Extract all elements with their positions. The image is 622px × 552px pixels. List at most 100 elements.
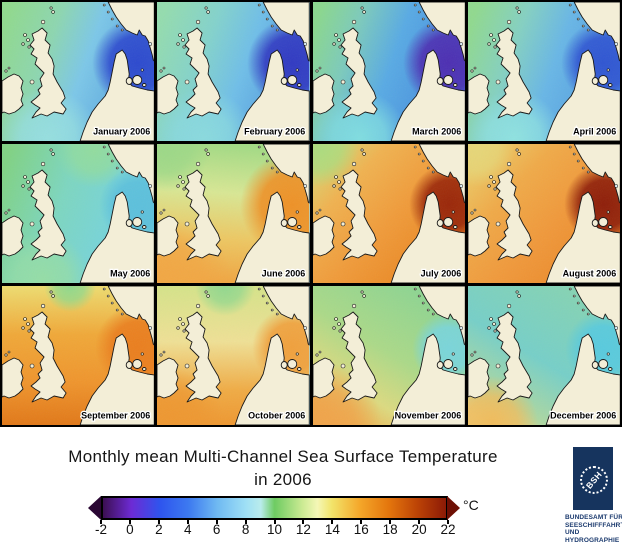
colorbar-tick-mark [302,520,305,524]
colorbar-tick-label: 8 [241,522,250,537]
small-island [295,352,299,356]
map-panel-august: August 2006 [467,144,620,283]
small-island [196,19,201,25]
small-island [102,287,106,291]
denmark-continental-coast [545,333,620,425]
colorbar-tick-label: 0 [126,522,134,537]
small-island [493,329,497,333]
small-island [568,287,572,291]
small-island [426,308,429,312]
small-island [27,329,31,333]
danish-island [287,75,298,85]
lake [614,184,618,188]
colorbar-tick-mark [447,520,449,524]
map-panel-january: January 2006 [2,2,155,141]
small-island [568,3,572,7]
norway-sweden-coast [262,286,310,346]
small-island [315,353,319,357]
danish-island [141,83,147,87]
small-island [431,170,434,174]
small-island [421,17,424,21]
small-island [29,363,35,369]
small-island [333,33,338,37]
lake [148,42,152,46]
small-island [572,294,576,298]
ireland [157,73,179,115]
danish-island [125,361,133,369]
small-island [336,38,341,42]
ireland [157,357,179,399]
danish-island [591,77,599,85]
small-island [115,308,119,312]
small-island [413,145,416,149]
danish-island [591,361,599,369]
small-island [204,6,208,10]
small-island [576,301,580,305]
small-island [27,45,31,49]
month-label: June 2006 [262,269,306,279]
small-island [27,187,31,191]
lake [148,184,152,188]
map-panel-may: May 2006 [2,144,155,283]
small-island [506,161,511,167]
lake [458,326,463,330]
small-island [361,152,366,156]
map-panel-december: December 2006 [467,286,620,425]
norway-sweden-coast [107,144,155,204]
small-island [23,33,27,37]
small-island [7,350,11,354]
colorbar-tick-label: 18 [382,522,398,537]
map-panel-june: June 2006 [157,144,310,283]
map-panel-september: September 2006 [2,286,155,425]
danish-island [452,83,457,87]
small-island [581,24,585,28]
ireland [2,73,24,115]
denmark-continental-coast [234,333,310,425]
small-island [258,3,261,7]
small-island [196,161,201,167]
small-island [351,303,356,309]
great-britain [340,311,378,403]
small-island [491,38,496,42]
land-masses [2,144,155,283]
small-island [23,317,27,321]
small-island [29,221,35,227]
danish-island [141,225,147,229]
small-island [120,28,124,32]
small-island [4,211,8,215]
lake [614,326,618,330]
danish-island [297,225,302,229]
norway-sweden-coast [107,2,155,62]
small-island [417,294,420,298]
small-island [21,184,25,188]
map-panel-april: April 2006 [467,2,620,141]
danish-island [598,75,608,85]
small-island [581,166,585,170]
danish-island [607,225,613,229]
lake [458,42,463,46]
lake [303,326,308,330]
small-island [470,353,474,357]
small-island [495,221,501,227]
small-island [572,10,576,14]
danish-island [281,77,288,85]
colorbar-tick-label: 20 [411,522,427,537]
great-britain [184,169,222,261]
colorbar-tick-mark [215,520,218,524]
small-island [488,33,493,37]
figure-title-line2: in 2006 [254,470,312,489]
danish-island [436,77,444,85]
small-island [206,152,211,156]
small-island [576,159,580,163]
small-island [568,145,572,149]
small-island [120,312,124,316]
small-island [40,19,46,25]
small-island [515,290,519,294]
denmark-continental-coast [545,49,620,141]
small-island [178,175,183,179]
small-island [318,208,321,212]
colorbar-right-arrow [447,496,460,520]
danish-island [287,217,298,227]
small-island [181,180,186,184]
small-island [360,148,364,152]
